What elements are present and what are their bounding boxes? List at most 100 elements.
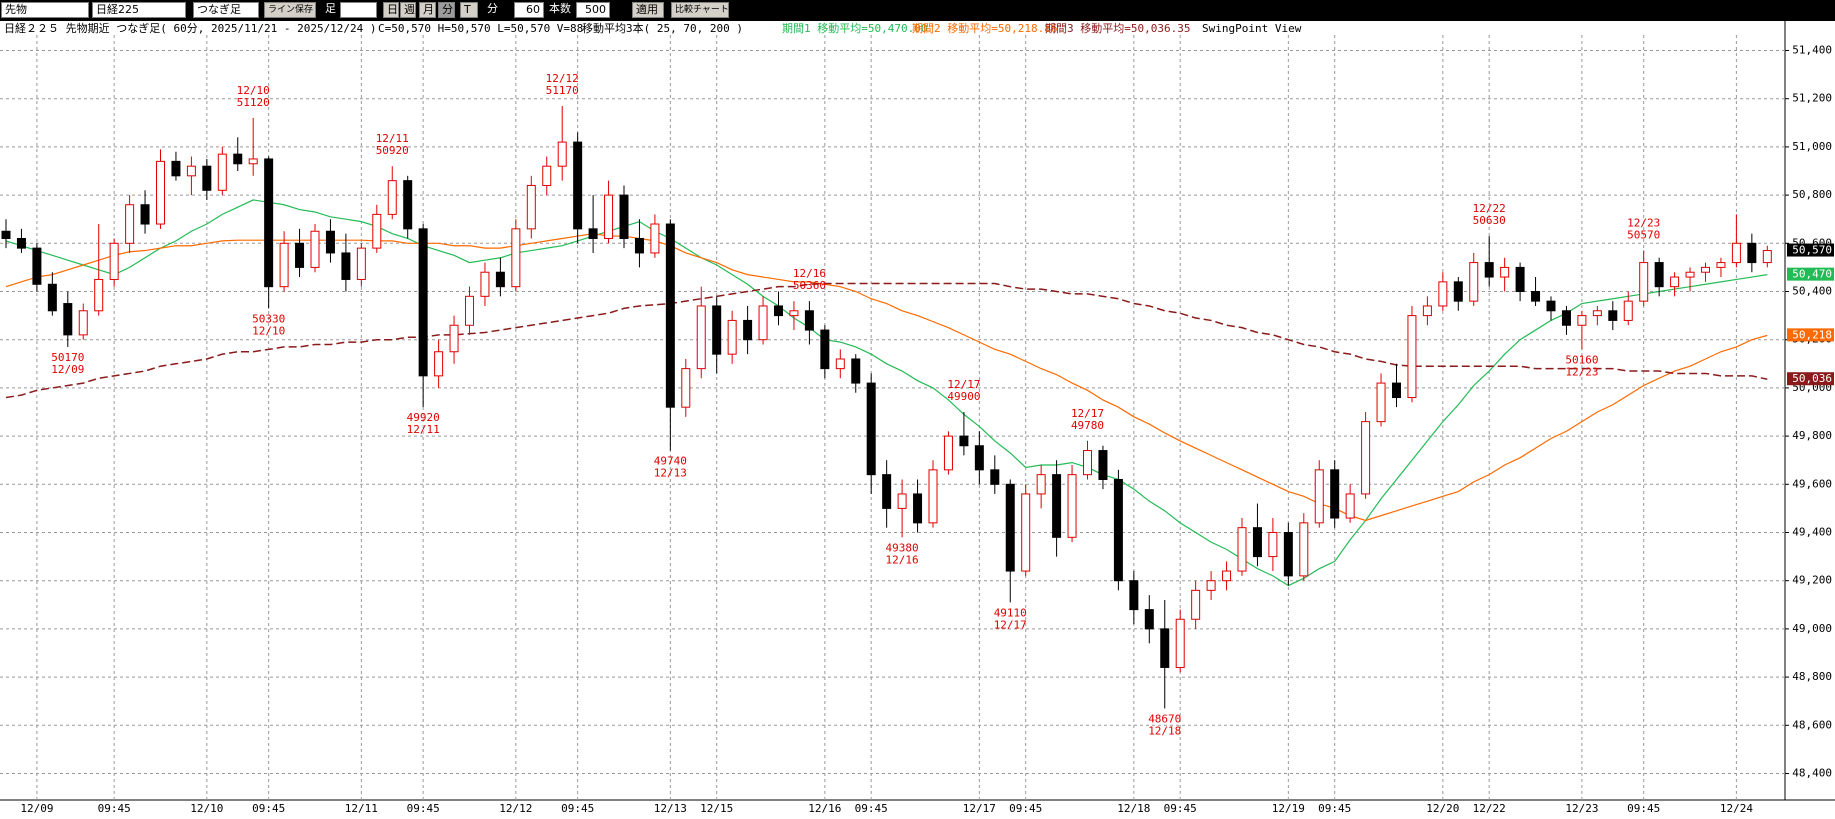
- candle-body: [1392, 382, 1401, 399]
- minute-unit-label: 分: [484, 2, 500, 18]
- compare-button[interactable]: 比較チャート: [671, 2, 729, 18]
- ma-header-label: 期間1 移動平均=50,470.00: [782, 21, 927, 35]
- candle-body: [94, 278, 104, 312]
- candle-body: [325, 230, 335, 254]
- x-tick-label: 12/12: [499, 802, 532, 815]
- x-tick-label: 12/23: [1565, 802, 1598, 815]
- swing-date: 12/17: [1071, 407, 1104, 420]
- series-type-select[interactable]: つなぎ足: [193, 2, 259, 18]
- save-line-button[interactable]: ライン保存: [264, 2, 316, 18]
- swing-price: 51120: [237, 96, 270, 109]
- candle-body: [1252, 527, 1262, 558]
- candle-body: [32, 247, 42, 285]
- x-tick-label: 12/11: [345, 802, 378, 815]
- candle-body: [109, 242, 119, 280]
- candle-body: [588, 228, 598, 239]
- candle-body: [897, 493, 907, 509]
- swing-date: 12/10: [252, 324, 285, 337]
- chart-background: [0, 21, 1835, 819]
- swing-date: 12/17: [994, 618, 1027, 631]
- candle-body: [1144, 609, 1154, 630]
- candle-body: [1021, 493, 1031, 572]
- x-tick-label: 09:45: [98, 802, 131, 815]
- tick-button[interactable]: T: [460, 2, 478, 18]
- candle-body: [16, 237, 26, 249]
- candle-body: [248, 158, 258, 165]
- candle-body: [974, 445, 984, 471]
- y-tick-label: 49,800: [1792, 429, 1832, 442]
- candle-body: [156, 160, 165, 225]
- header-view: SwingPoint View: [1202, 22, 1302, 35]
- candle-body: [727, 319, 737, 355]
- candle-body: [1407, 315, 1417, 399]
- x-tick-label: 12/20: [1426, 802, 1459, 815]
- candle-body: [186, 165, 196, 177]
- x-tick-label: 09:45: [1318, 802, 1351, 815]
- candle-body: [959, 435, 969, 447]
- candle-body: [835, 358, 845, 370]
- candle-body: [665, 223, 675, 408]
- swing-date: 12/16: [886, 553, 919, 566]
- swing-price: 50360: [793, 279, 826, 292]
- candle-body: [1237, 527, 1247, 572]
- candle-body: [78, 310, 88, 336]
- candle-body: [1113, 478, 1123, 582]
- y-tick-label: 48,600: [1792, 718, 1832, 731]
- last-value-label: 50,036: [1792, 372, 1832, 385]
- count-input[interactable]: 500: [576, 2, 610, 18]
- candle-body: [264, 158, 274, 288]
- candle-body: [1546, 300, 1556, 312]
- candle-body: [387, 180, 397, 215]
- candle-body: [1268, 531, 1278, 558]
- candle-body: [526, 184, 536, 230]
- minute-button[interactable]: 分: [438, 2, 455, 18]
- index-select[interactable]: 日経225: [92, 2, 186, 18]
- candle-body: [1592, 310, 1602, 317]
- candle-body: [1345, 493, 1355, 519]
- month-button[interactable]: 月: [419, 2, 436, 18]
- candle-body: [1299, 522, 1309, 577]
- swing-date: 12/11: [376, 132, 409, 145]
- swing-price: 50920: [376, 144, 409, 157]
- x-tick-label: 09:45: [855, 802, 888, 815]
- y-tick-label: 50,800: [1792, 188, 1832, 201]
- x-tick-label: 09:45: [1009, 802, 1042, 815]
- moving-average-line: [5, 199, 1768, 587]
- swing-price: 49110: [994, 606, 1027, 619]
- candle-body: [1577, 315, 1587, 326]
- last-value-label: 50,470: [1792, 268, 1832, 281]
- market-select[interactable]: 先物: [1, 2, 89, 18]
- candle-body: [1175, 618, 1185, 668]
- swing-date: 12/10: [237, 84, 270, 97]
- candle-body: [650, 223, 660, 254]
- candle-body: [1639, 262, 1649, 302]
- x-tick-label: 09:45: [561, 802, 594, 815]
- candle-body: [774, 305, 783, 317]
- interval-input[interactable]: 60: [514, 2, 544, 18]
- candle-body: [1422, 305, 1432, 317]
- candle-body: [1361, 421, 1371, 495]
- candle-body: [1222, 570, 1232, 582]
- y-tick-label: 49,200: [1792, 574, 1832, 587]
- swing-date: 12/11: [407, 423, 440, 436]
- apply-button[interactable]: 適用: [632, 2, 664, 18]
- candle-body: [356, 247, 366, 280]
- week-button[interactable]: 週: [400, 2, 416, 18]
- x-tick-label: 12/24: [1720, 802, 1753, 815]
- y-tick-label: 51,000: [1792, 140, 1832, 153]
- swing-price: 49740: [654, 455, 687, 468]
- bar-input[interactable]: [340, 2, 377, 18]
- y-tick-label: 48,800: [1792, 670, 1832, 683]
- candle-body: [125, 204, 135, 244]
- x-tick-label: 12/22: [1473, 802, 1506, 815]
- day-button[interactable]: 日: [383, 2, 399, 18]
- candle-body: [990, 469, 1000, 485]
- swing-price: 49900: [947, 390, 980, 403]
- candle-body: [341, 252, 351, 280]
- candle-body: [1608, 310, 1618, 321]
- y-tick-label: 48,400: [1792, 766, 1832, 779]
- candle-body: [681, 368, 691, 408]
- candle-body: [233, 153, 243, 165]
- swing-price: 48670: [1148, 712, 1181, 725]
